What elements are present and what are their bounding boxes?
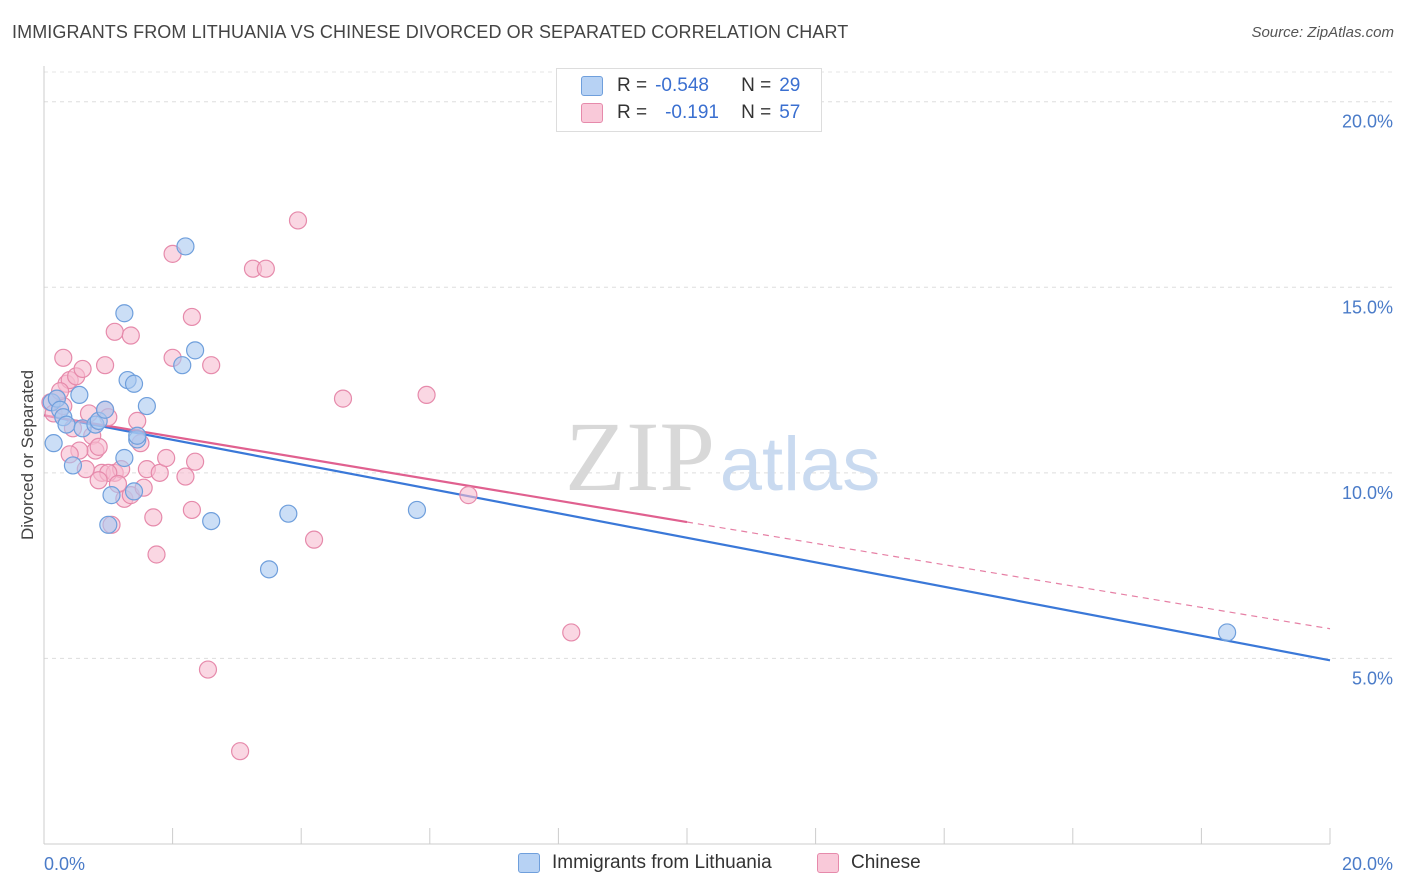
point-chinese [144,508,163,527]
point-chinese [147,545,166,564]
point-chinese [105,322,124,341]
correlation-legend: R = -0.548 N = 29 R = -0.191 N = 57 [556,68,822,132]
legend-label-chinese: Chinese [851,852,921,873]
legend-swatch-blue [518,853,540,873]
point-chinese [182,500,201,520]
x-tick-label-right: 20.0% [1342,854,1393,874]
point-chinese [417,385,436,405]
point-chinese [157,448,176,468]
point-lithuania [57,415,76,434]
legend-n-label: N = [741,75,772,96]
point-chinese [256,259,275,278]
point-chinese [186,452,205,471]
point-chinese [288,211,308,230]
legend-r-label: R = [617,75,648,96]
legend-r-value: -0.191 [665,102,719,123]
point-lithuania [102,486,121,505]
point-chinese [202,356,221,375]
point-chinese [54,348,73,367]
chart-title: IMMIGRANTS FROM LITHUANIA VS CHINESE DIV… [12,22,849,42]
point-chinese [304,530,324,549]
trendline-chinese-extension [686,521,1331,630]
point-chinese [562,623,581,642]
point-lithuania [44,434,63,453]
point-lithuania [124,482,144,501]
point-lithuania [259,560,279,579]
legend-n-value: 57 [779,102,801,123]
point-lithuania [186,341,205,360]
legend-row-chinese: R = -0.191 N = 57 [581,100,800,126]
point-lithuania [95,400,115,419]
legend-n-label: N = [741,102,772,123]
point-lithuania [124,374,144,393]
legend-swatch-blue [581,76,603,96]
gridlines [44,71,1392,659]
legend-item-chinese[interactable]: Chinese [817,852,921,874]
point-chinese [176,467,195,486]
trendline-lithuania [43,414,1331,662]
point-lithuania [99,515,118,534]
point-chinese [89,437,108,456]
trendline-chinese [43,414,688,524]
legend-r-value: -0.548 [655,75,709,96]
point-lithuania [63,456,83,475]
point-chinese [89,471,108,490]
point-chinese [182,307,201,327]
point-chinese [95,356,115,375]
point-lithuania [137,396,156,416]
legend-r-label: R = [617,102,648,123]
point-lithuania [115,448,134,468]
point-lithuania [128,426,147,445]
point-lithuania [115,304,134,323]
legend-item-lithuania[interactable]: Immigrants from Lithuania [518,852,772,874]
axes [43,66,1331,845]
point-lithuania [407,500,427,520]
legend-n-value: 29 [779,75,801,96]
legend-swatch-pink [817,853,839,873]
point-lithuania [279,504,298,523]
y-tick-label: 15.0% [1342,297,1393,317]
points [41,211,1237,761]
point-lithuania [202,511,221,531]
point-lithuania [70,385,89,405]
point-chinese [73,359,92,379]
point-chinese [198,660,218,679]
y-tick-label: 10.0% [1342,483,1393,503]
point-chinese [121,326,140,345]
y-tick-label: 5.0% [1352,668,1393,688]
source-label: Source: ZipAtlas.com [1251,24,1394,41]
watermark-atlas: atlas [720,422,881,507]
point-lithuania [1218,623,1237,642]
watermark-zip: ZIP [565,401,715,512]
x-tick-label-left: 0.0% [44,854,85,874]
point-chinese [333,389,353,408]
y-axis-label: Divorced or Separated [18,370,37,540]
legend-swatch-pink [581,103,603,123]
series-legend: Immigrants from Lithuania Chinese [0,852,1406,878]
watermark: ZIP atlas [565,401,880,512]
legend-label-lithuania: Immigrants from Lithuania [552,852,772,873]
point-chinese [231,742,250,761]
trendlines [43,414,1331,662]
point-lithuania [173,356,192,375]
y-tick-label: 20.0% [1342,112,1393,132]
point-lithuania [176,237,195,256]
tick-labels: 5.0% 10.0% 15.0% 20.0% 0.0% 20.0% [44,112,1393,874]
legend-row-lithuania: R = -0.548 N = 29 [581,73,800,99]
point-chinese [459,486,478,505]
